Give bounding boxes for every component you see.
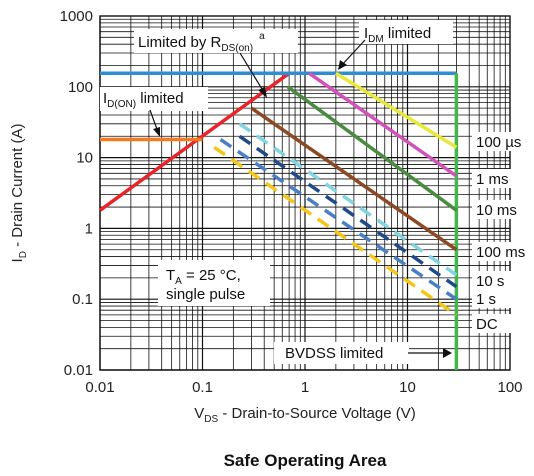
y-tick-label: 10 [76,150,93,167]
idm-limited-box [359,20,453,44]
limited-by-arrowhead [258,87,267,98]
y-tick-label: 0.1 [72,291,93,308]
x-axis-title: VDS - Drain-to-Source Voltage (V) [194,405,416,425]
series-line-limit-9 [238,134,458,289]
duration-label: 10 ms [476,202,517,219]
duration-label-bg [472,271,520,290]
duration-label: 1 s [476,291,496,308]
x-tick-label: 0.01 [85,379,114,396]
bvdss-arrowhead [443,348,452,358]
y-tick-label: 1 [85,220,93,237]
x-tick-label: 1 [301,379,309,396]
idm-limited-label: IDM limited [364,25,431,45]
y-tick-label: 0.01 [64,362,93,379]
idon-limited-label: ID(ON) limited [103,90,184,110]
conditions-line2: single pulse [166,286,245,303]
limited-by-pointer [239,52,266,95]
idm-pointer [340,39,366,67]
limited-by-rdson-label: Limited by RDS(on)a [138,31,265,54]
chart-title: Safe Operating Area [224,451,387,470]
limited-by-rdson-box [134,29,298,53]
series-line-100-s [334,71,458,149]
series-lines [98,71,459,370]
duration-label: 100 ms [476,244,525,261]
x-tick-label: 0.1 [192,379,213,396]
series-line-10-s [238,122,458,277]
bvdss-label: BVDSS limited [285,345,383,362]
series-line-10-ms [286,85,458,212]
duration-label-bg [472,289,520,308]
duration-label: 100 µs [476,134,521,151]
duration-labels: 100 µs 1 ms 10 ms 100 ms 10 s1 s DC [472,132,525,333]
duration-label-bg [472,314,520,333]
duration-label: 10 s [476,273,504,290]
idon-limited-box [100,87,208,111]
duration-label-bg [472,169,520,188]
series-line-dc [213,145,458,317]
duration-label-bg [472,132,520,151]
idm-arrowhead [338,60,347,70]
idon-arrowhead [153,127,160,137]
conditions-box [158,260,270,306]
series-line-1-ms [308,71,458,178]
series-line-1-s [219,138,458,301]
tick-labels: 0.01 0.1 1 10 100 0.01 0.1 1 10 100 1000 [60,8,523,396]
grid [99,16,510,371]
duration-label-bg [472,200,520,219]
duration-label: 1 ms [476,171,509,188]
bvdss-box [274,342,409,364]
y-tick-label: 100 [68,79,93,96]
series-line-100-ms [250,106,458,252]
duration-label-bg [472,242,520,261]
y-axis-title: ID - Drain Current (A) [9,124,29,263]
x-tick-label: 100 [497,379,522,396]
plot-frame [99,15,511,371]
annotations: Limited by RDS(on)a IDM limited ID(ON) l… [100,20,453,364]
series-line-limit-0 [98,71,291,212]
duration-label: DC [476,316,498,333]
conditions-line1: TA = 25 °C, [166,267,241,287]
y-tick-label: 1000 [60,8,93,25]
x-tick-label: 10 [399,379,416,396]
